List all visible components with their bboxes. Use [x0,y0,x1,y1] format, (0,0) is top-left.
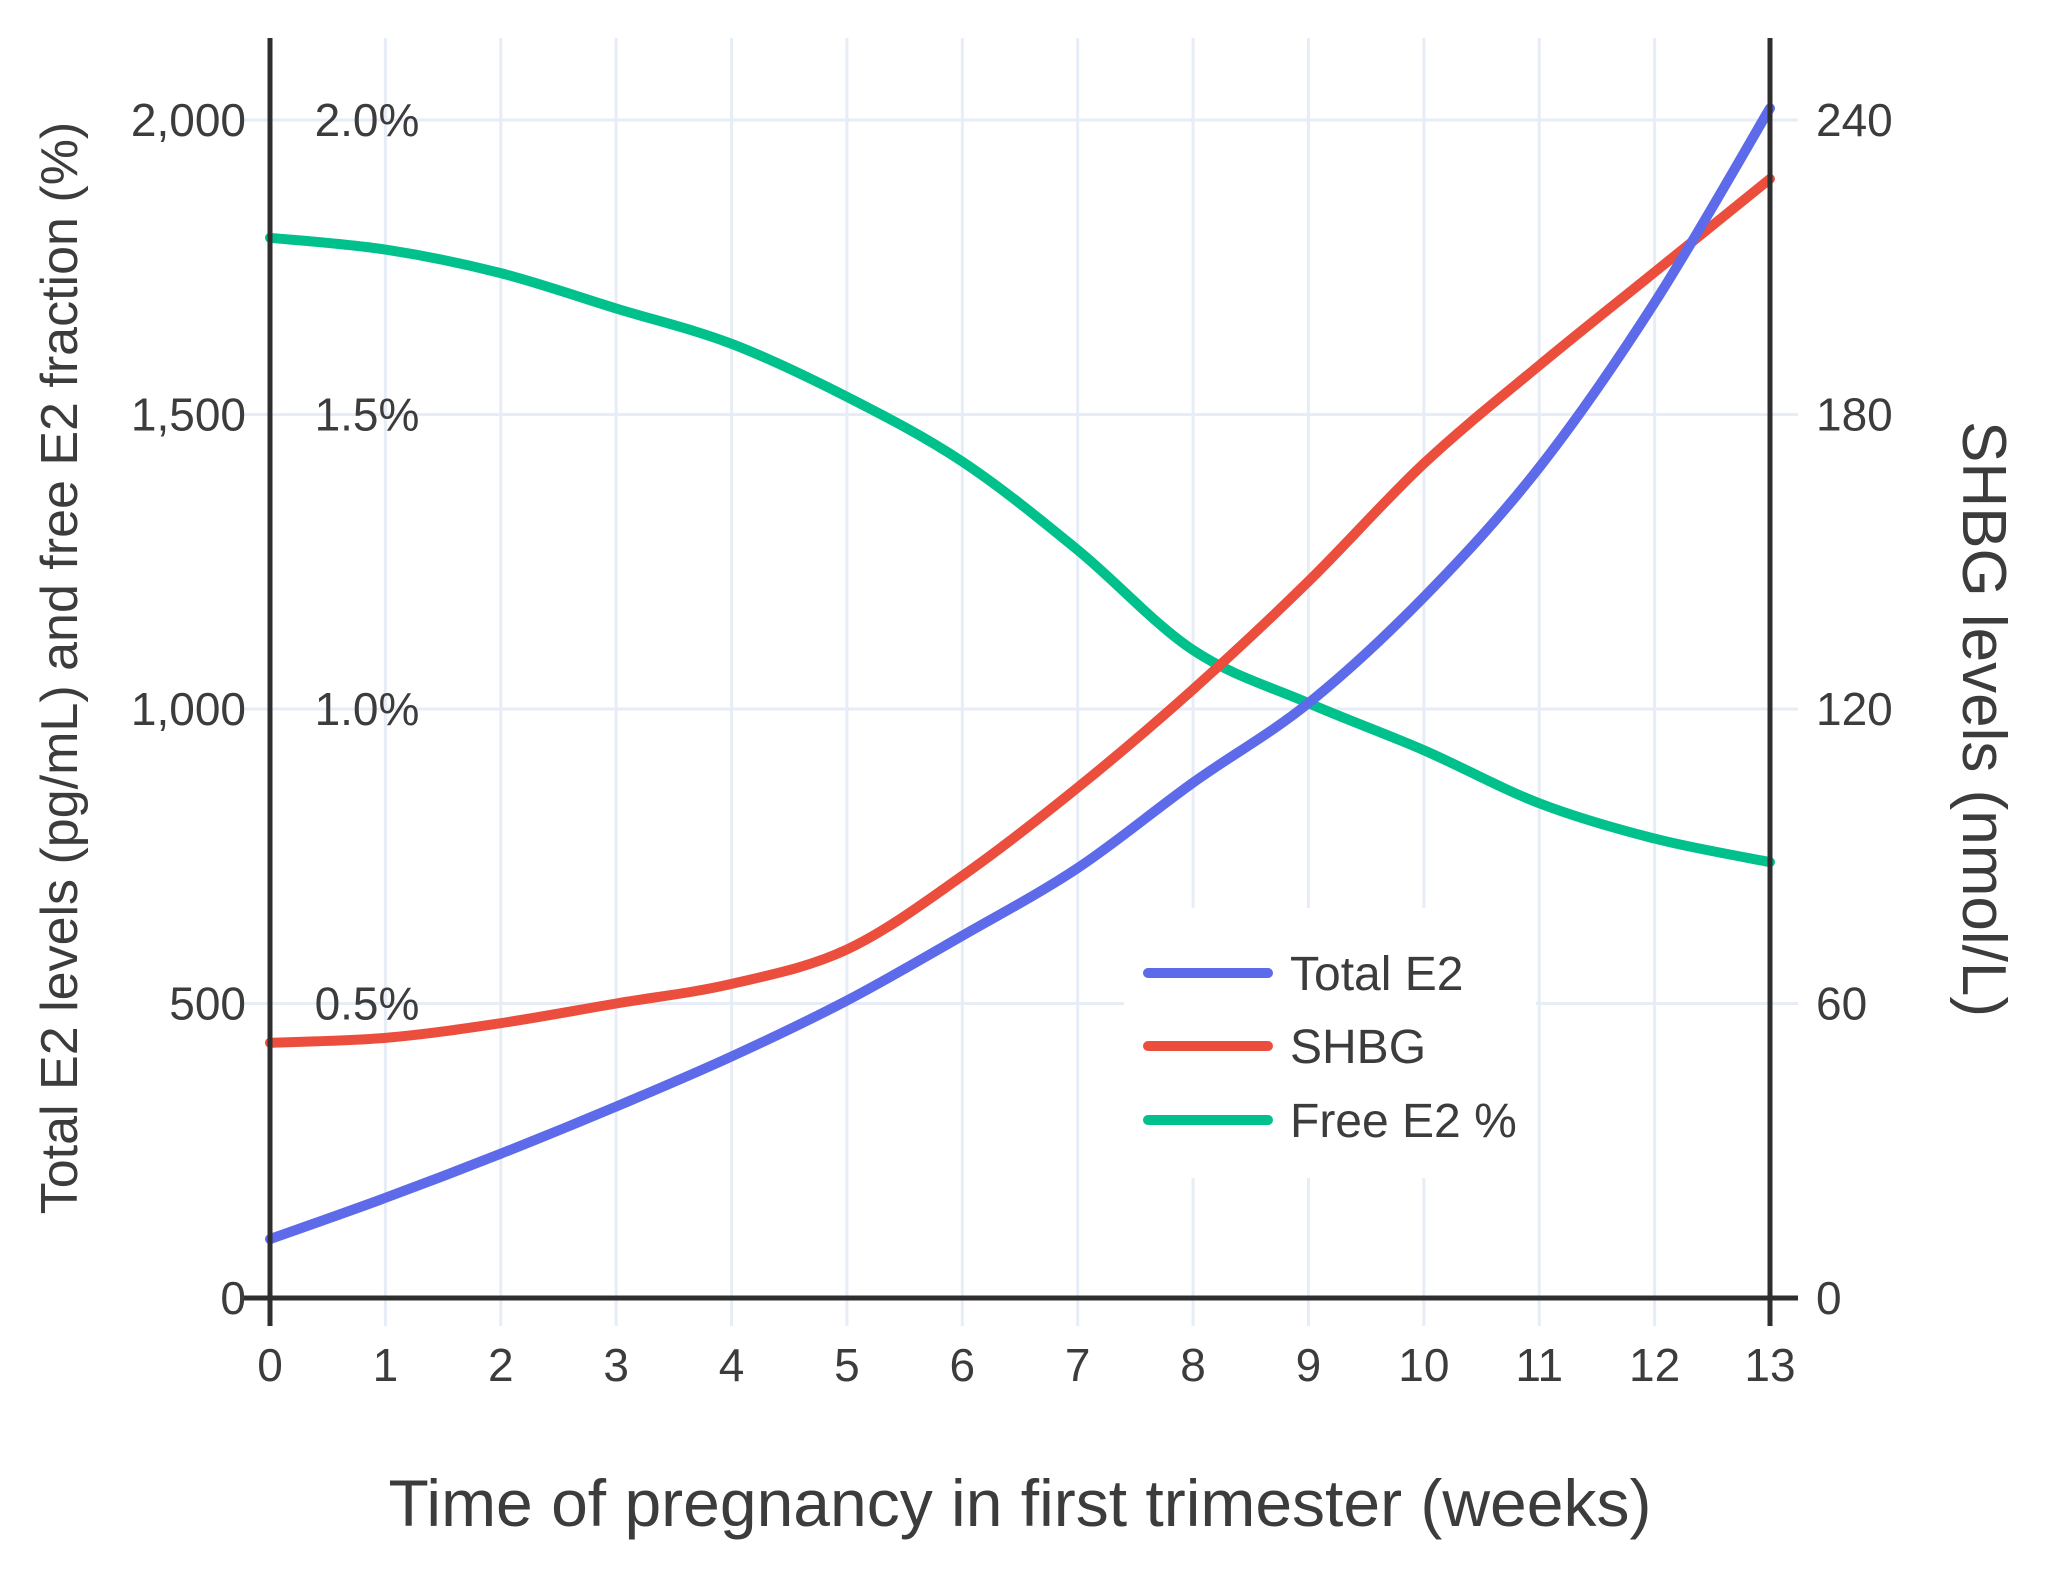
x-tick-label: 4 [719,1339,745,1391]
x-tick-label: 10 [1398,1339,1449,1391]
x-tick-label: 9 [1296,1339,1322,1391]
axes [242,38,1798,1326]
y-left-tick-label: 0 [220,1272,246,1324]
x-axis-title: Time of pregnancy in first trimester (we… [389,1466,1652,1540]
x-tick-label: 11 [1515,1339,1563,1391]
legend-label: Total E2 [1290,948,1463,1001]
legend-item-free-e2[interactable]: Free E2 % [1143,1095,1517,1148]
free-e2-percent-label: 1.5% [315,389,420,441]
y-left-tick-label: 1,500 [131,389,246,441]
x-tick-label: 12 [1629,1339,1680,1391]
x-tick-label: 8 [1180,1339,1206,1391]
y-axis-title-right: SHBG levels (nmol/L) [1949,421,2018,1017]
x-tick-label: 2 [488,1339,514,1391]
curves [265,103,1775,1245]
x-tick-label: 13 [1744,1339,1795,1391]
curve-shbg [265,173,1775,1048]
legend-label: Free E2 % [1290,1095,1517,1148]
y-right-tick-label: 120 [1816,683,1893,735]
free-e2-percent-label: 0.5% [315,978,420,1030]
free-e2-percent-label: 1.0% [315,683,420,735]
y-right-tick-label: 180 [1816,389,1893,441]
legend-item-shbg[interactable]: SHBG [1143,1021,1426,1074]
free-e2-percent-label: 2.0% [315,94,420,146]
x-tick-label: 6 [950,1339,976,1391]
x-tick-label: 0 [257,1339,283,1391]
legend-label: SHBG [1290,1021,1426,1074]
gridlines [242,38,1798,1326]
y-right-tick-label: 0 [1816,1272,1842,1324]
x-tick-label: 5 [834,1339,860,1391]
legend-item-total-e2[interactable]: Total E2 [1143,948,1463,1001]
curve-total-e2 [265,103,1775,1245]
y-left-tick-label: 1,000 [131,683,246,735]
tick-labels: 05001,0001,5002,0000.5%1.0%1.5%2.0%06012… [131,94,1893,1391]
y-left-tick-label: 2,000 [131,94,246,146]
x-tick-label: 7 [1065,1339,1091,1391]
x-tick-label: 1 [373,1339,399,1391]
legend: Total E2 SHBG Free E2 % [1124,908,1536,1178]
x-tick-label: 3 [603,1339,629,1391]
y-right-tick-label: 240 [1816,94,1893,146]
y-right-tick-label: 60 [1816,978,1867,1030]
y-axis-title-left: Total E2 levels (pg/mL) and free E2 frac… [31,122,89,1214]
y-left-tick-label: 500 [169,978,246,1030]
curve-free-e2 [265,232,1775,868]
